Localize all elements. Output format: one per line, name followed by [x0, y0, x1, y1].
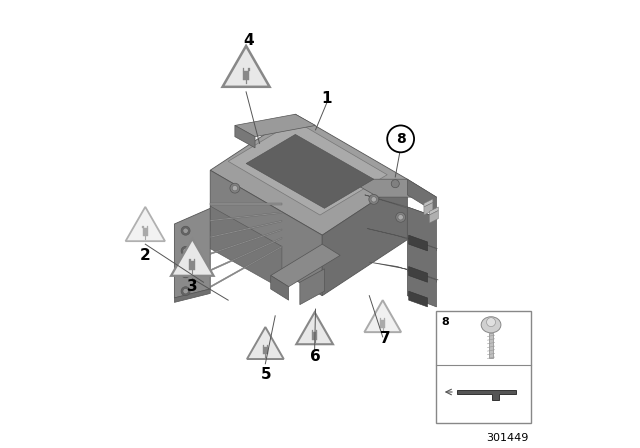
- Text: 6: 6: [310, 349, 321, 364]
- Bar: [312, 330, 314, 332]
- Circle shape: [371, 197, 376, 202]
- Bar: [380, 318, 381, 320]
- Text: 4: 4: [243, 33, 253, 48]
- Polygon shape: [407, 207, 436, 251]
- Polygon shape: [174, 289, 210, 302]
- Polygon shape: [247, 327, 284, 359]
- Circle shape: [232, 185, 237, 191]
- Circle shape: [181, 246, 190, 255]
- Polygon shape: [409, 267, 428, 282]
- Bar: [248, 68, 250, 71]
- Circle shape: [183, 228, 188, 233]
- Text: 3: 3: [187, 279, 198, 294]
- Polygon shape: [271, 244, 340, 287]
- Bar: [312, 332, 317, 340]
- Ellipse shape: [481, 317, 501, 333]
- Polygon shape: [210, 220, 282, 238]
- Bar: [143, 228, 148, 236]
- Bar: [384, 318, 385, 320]
- Polygon shape: [210, 246, 282, 288]
- Polygon shape: [235, 125, 255, 148]
- Circle shape: [181, 269, 190, 278]
- Text: 5: 5: [261, 366, 271, 382]
- Polygon shape: [364, 300, 401, 332]
- Polygon shape: [429, 207, 438, 215]
- Polygon shape: [271, 276, 289, 300]
- Circle shape: [486, 318, 495, 327]
- Circle shape: [181, 226, 190, 235]
- Polygon shape: [365, 195, 436, 217]
- Text: 7: 7: [380, 331, 390, 346]
- Circle shape: [396, 212, 406, 222]
- Bar: [243, 68, 244, 71]
- Polygon shape: [246, 134, 374, 208]
- Polygon shape: [296, 312, 333, 344]
- Bar: [194, 258, 195, 262]
- Circle shape: [181, 287, 190, 296]
- Text: 301449: 301449: [486, 433, 529, 443]
- Polygon shape: [407, 270, 436, 307]
- Bar: [143, 226, 144, 228]
- Polygon shape: [407, 238, 436, 282]
- Polygon shape: [210, 203, 282, 205]
- Bar: [316, 330, 317, 332]
- Bar: [147, 226, 148, 228]
- Polygon shape: [323, 179, 407, 296]
- Polygon shape: [210, 237, 282, 271]
- Polygon shape: [429, 211, 438, 223]
- Polygon shape: [369, 262, 438, 280]
- Circle shape: [183, 271, 188, 276]
- Text: 8: 8: [396, 132, 406, 146]
- Polygon shape: [457, 390, 515, 400]
- Bar: [436, 311, 531, 423]
- Polygon shape: [407, 179, 436, 213]
- Polygon shape: [210, 212, 282, 221]
- Polygon shape: [223, 46, 269, 87]
- Polygon shape: [300, 269, 324, 305]
- Circle shape: [398, 215, 403, 220]
- Text: 1: 1: [321, 91, 332, 106]
- Polygon shape: [409, 235, 428, 251]
- Bar: [262, 345, 264, 347]
- Bar: [263, 347, 268, 354]
- Polygon shape: [424, 199, 433, 207]
- Polygon shape: [171, 239, 214, 276]
- Circle shape: [369, 194, 379, 204]
- Polygon shape: [367, 228, 437, 249]
- Circle shape: [183, 248, 188, 254]
- Text: 8: 8: [442, 317, 450, 327]
- Polygon shape: [228, 121, 387, 215]
- Polygon shape: [210, 114, 407, 235]
- Circle shape: [230, 183, 240, 193]
- Polygon shape: [210, 206, 282, 289]
- Text: 2: 2: [140, 248, 150, 263]
- Bar: [380, 320, 385, 327]
- Polygon shape: [210, 229, 282, 254]
- Bar: [489, 333, 493, 358]
- Polygon shape: [174, 208, 210, 298]
- Circle shape: [391, 180, 399, 188]
- Bar: [267, 345, 268, 347]
- Polygon shape: [210, 170, 323, 296]
- Polygon shape: [235, 114, 316, 137]
- Polygon shape: [347, 179, 436, 197]
- Bar: [243, 71, 250, 80]
- Circle shape: [183, 289, 188, 294]
- Bar: [189, 258, 191, 262]
- Polygon shape: [424, 202, 433, 215]
- Polygon shape: [409, 291, 428, 307]
- Bar: [189, 262, 195, 270]
- Polygon shape: [125, 207, 165, 241]
- Circle shape: [387, 125, 414, 152]
